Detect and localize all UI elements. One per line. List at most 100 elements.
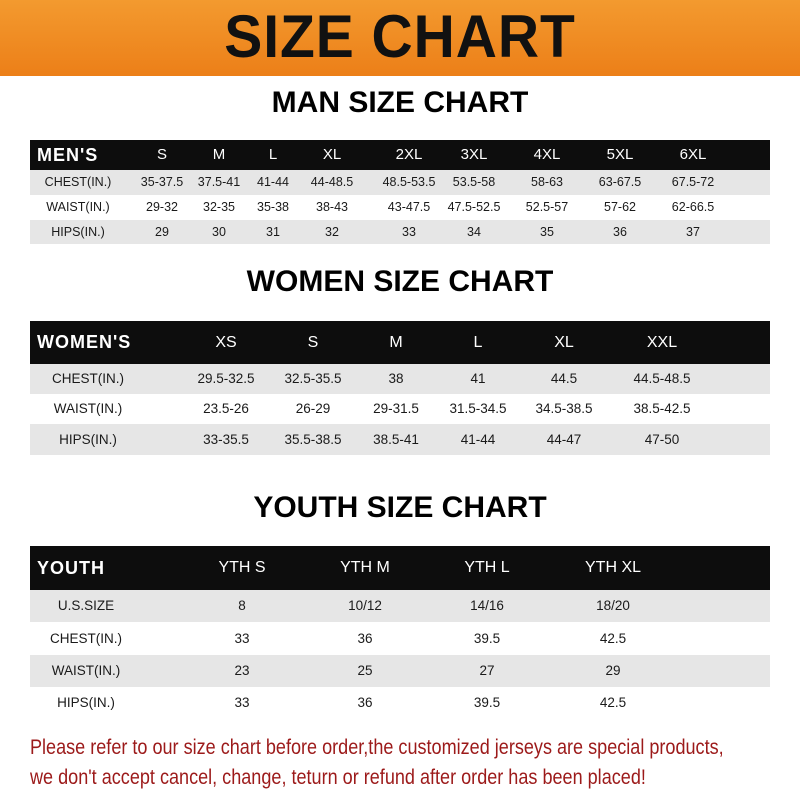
men-table-cell: 37: [686, 225, 700, 239]
banner: SIZE CHART: [0, 0, 800, 76]
youth-table-cell: 42.5: [599, 695, 627, 710]
men-row-label: WAIST(IN.): [46, 200, 110, 214]
men-table-cell: 37.5-41: [197, 175, 241, 189]
women-size-header: XL: [554, 334, 574, 351]
youth-table-cell: 23: [234, 663, 250, 678]
men-table-cell: 41-44: [257, 175, 289, 189]
women-table-cell: 38.5-41: [373, 432, 419, 447]
men-section-title: MAN SIZE CHART: [271, 86, 529, 119]
youth-table-cell: 14/16: [470, 598, 504, 613]
women-size-table: WOMEN'S XS S M L XL XXL CHEST(IN.) 29.5-32.5 32.5…: [30, 321, 770, 455]
women-table-row: WAIST(IN.) 23.5-26 26-29 29-31.5 31.5-34.5 34…: [30, 394, 770, 424]
women-table-row: HIPS(IN.) 33-35.5 35.5-38.5 38.5-41 41-44 44-…: [30, 424, 770, 455]
men-table-cell: 33: [402, 225, 416, 239]
women-size-header: XXL: [646, 334, 678, 351]
men-table-cell: 35-37.5: [140, 175, 184, 189]
youth-size-header: YTH M: [340, 559, 390, 576]
men-header-row: MEN'S S M L XL 2XL 3XL 4XL 5XL 6XL: [30, 140, 770, 170]
youth-table-cell: 29: [605, 663, 621, 678]
youth-size-table: YOUTH YTH S YTH M YTH L YTH XL U.S.SIZE 8 10/12…: [30, 546, 770, 718]
women-table-cell: 26-29: [295, 401, 331, 416]
youth-table-cell: 33: [234, 695, 250, 710]
youth-size-header: YTH L: [464, 559, 510, 576]
men-table-cell: 36: [613, 225, 627, 239]
men-size-header: 5XL: [606, 146, 634, 163]
men-table-cell: 67.5-72: [671, 175, 715, 189]
women-size-header: M: [389, 334, 403, 351]
youth-header-row: YOUTH YTH S YTH M YTH L YTH XL: [30, 546, 770, 590]
youth-table-cell: 25: [357, 663, 373, 678]
men-table-cell: 44-48.5: [310, 175, 354, 189]
men-table-row: CHEST(IN.) 35-37.5 37.5-41 41-44 44-48.5 48.5…: [30, 170, 770, 195]
notice-line-2: we don't accept cancel, change, teturn o…: [30, 766, 646, 789]
women-table-cell: 33-35.5: [203, 432, 249, 447]
men-size-table: MEN'S S M L XL 2XL 3XL 4XL 5XL 6XL CHEST(IN.) 35-37…: [30, 140, 770, 244]
women-table-cell: 47-50: [644, 432, 680, 447]
men-table-cell: 58-63: [531, 175, 563, 189]
youth-row-label: WAIST(IN.): [51, 663, 121, 678]
women-table-cell: 29.5-32.5: [197, 371, 255, 386]
men-table-cell: 38-43: [316, 200, 348, 214]
youth-table-cell: 18/20: [596, 598, 630, 613]
youth-table-row: CHEST(IN.) 33 36 39.5 42.5: [30, 622, 770, 655]
youth-table-cell: 27: [479, 663, 495, 678]
men-table-cell: 63-67.5: [598, 175, 642, 189]
youth-table-row: HIPS(IN.) 33 36 39.5 42.5: [30, 687, 770, 718]
men-size-header: XL: [322, 146, 342, 163]
youth-table-cell: 33: [234, 631, 250, 646]
youth-table-cell: 10/12: [348, 598, 382, 613]
men-table-cell: 35: [540, 225, 554, 239]
youth-row-label: U.S.SIZE: [57, 598, 115, 613]
youth-size-header: YTH XL: [584, 559, 642, 576]
men-size-header: 4XL: [533, 146, 561, 163]
youth-size-header: YTH S: [218, 559, 266, 576]
youth-header-label: YOUTH: [37, 558, 105, 578]
youth-table-cell: 8: [238, 598, 246, 613]
youth-table-cell: 39.5: [473, 631, 501, 646]
women-section-title: WOMEN SIZE CHART: [246, 265, 554, 298]
youth-row-label: HIPS(IN.): [57, 695, 115, 710]
women-table-cell: 38: [388, 371, 404, 386]
youth-table-row: U.S.SIZE 8 10/12 14/16 18/20: [30, 590, 770, 622]
men-table-cell: 53.5-58: [452, 175, 496, 189]
men-table-cell: 30: [212, 225, 226, 239]
youth-table-row: WAIST(IN.) 23 25 27 29: [30, 655, 770, 687]
men-size-header: 3XL: [460, 146, 488, 163]
men-size-header: M: [212, 146, 226, 163]
women-table-cell: 32.5-35.5: [284, 371, 342, 386]
women-table-cell: 35.5-38.5: [284, 432, 342, 447]
men-table-cell: 47.5-52.5: [447, 200, 501, 214]
men-table-cell: 29: [155, 225, 169, 239]
men-size-header: 2XL: [395, 146, 423, 163]
youth-section-title: YOUTH SIZE CHART: [253, 491, 547, 524]
men-row-label: CHEST(IN.): [44, 175, 112, 189]
youth-table-cell: 42.5: [599, 631, 627, 646]
order-notice: Please refer to our size chart before or…: [30, 733, 724, 793]
youth-table-cell: 39.5: [473, 695, 501, 710]
men-header-label: MEN'S: [37, 145, 99, 165]
men-table-row: WAIST(IN.) 29-32 32-35 35-38 38-43 43-47.5 47.…: [30, 195, 770, 220]
women-table-cell: 44-47: [546, 432, 582, 447]
men-table-cell: 35-38: [257, 200, 289, 214]
notice-line-1: Please refer to our size chart before or…: [30, 736, 724, 759]
men-row-label: HIPS(IN.): [51, 225, 105, 239]
men-table-cell: 32-35: [203, 200, 235, 214]
men-table-cell: 57-62: [604, 200, 636, 214]
youth-table-cell: 36: [357, 631, 373, 646]
men-size-header: S: [156, 146, 168, 163]
women-table-row: CHEST(IN.) 29.5-32.5 32.5-35.5 38 41 44.5 44.5…: [30, 364, 770, 394]
men-table-cell: 62-66.5: [671, 200, 715, 214]
women-row-label: CHEST(IN.): [52, 371, 124, 386]
men-table-cell: 52.5-57: [525, 200, 569, 214]
women-size-header: S: [307, 334, 319, 351]
women-header-row: WOMEN'S XS S M L XL XXL: [30, 321, 770, 364]
women-table-cell: 38.5-42.5: [633, 401, 691, 416]
men-size-header: L: [268, 146, 278, 163]
men-size-header: 6XL: [679, 146, 707, 163]
banner-title: SIZE CHART: [224, 3, 576, 70]
women-table-cell: 44.5-48.5: [633, 371, 691, 386]
men-table-cell: 43-47.5: [387, 200, 431, 214]
men-table-row: HIPS(IN.) 29 30 31 32 33 34 35 36 37: [30, 220, 770, 244]
women-row-label: HIPS(IN.): [59, 432, 117, 447]
women-size-header: XS: [215, 334, 237, 351]
